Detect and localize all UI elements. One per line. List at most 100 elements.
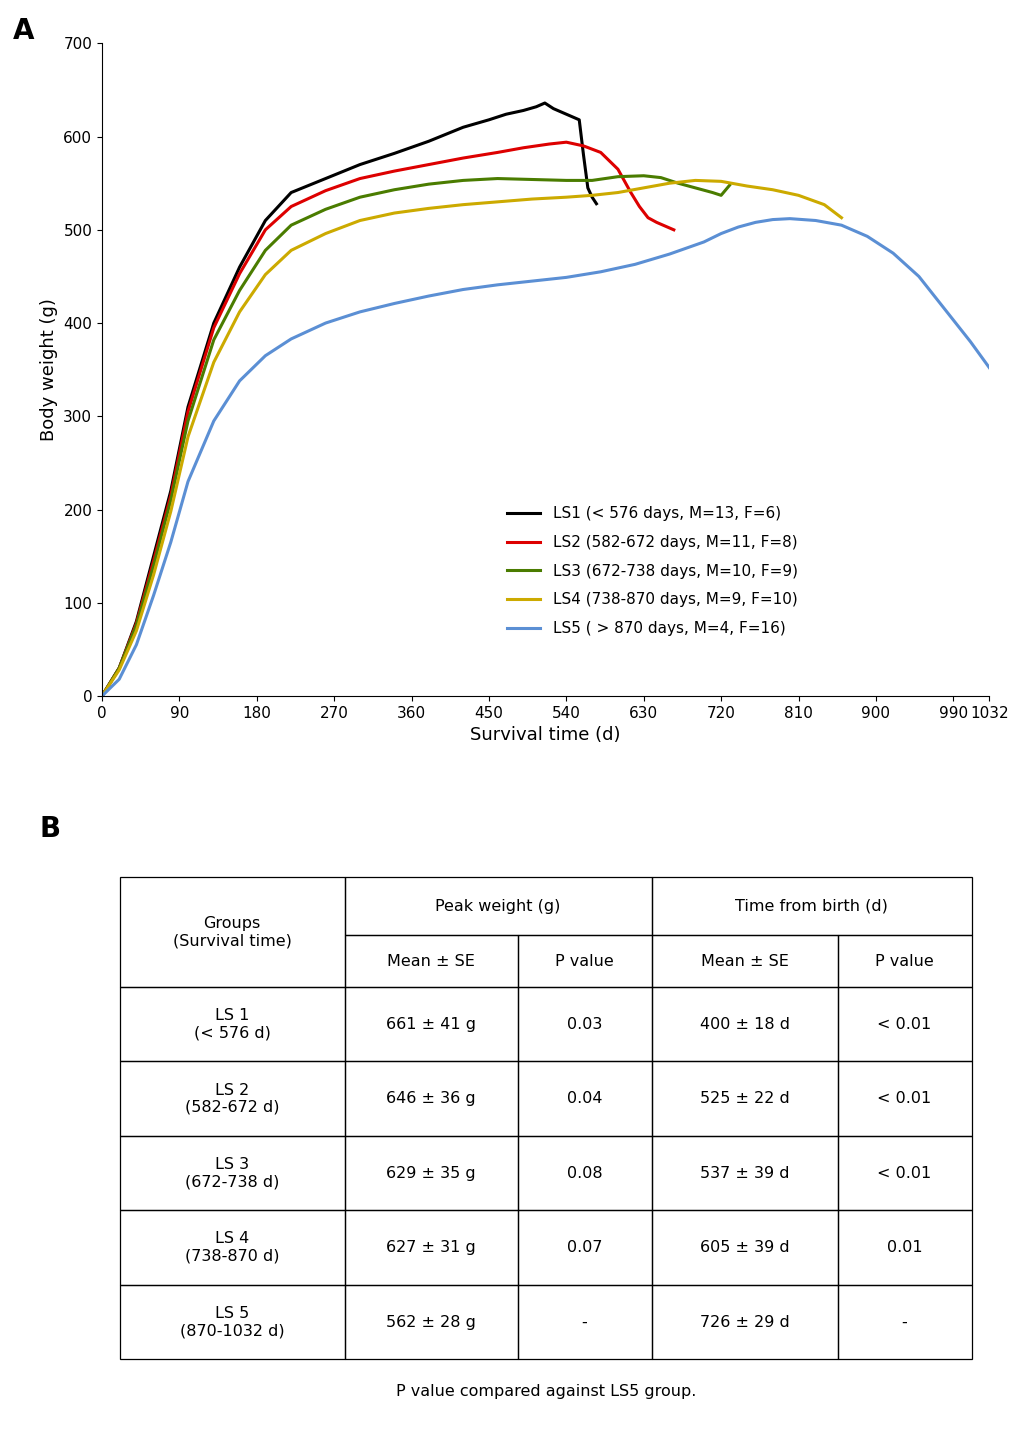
Text: LS 1
(< 576 d): LS 1 (< 576 d) [194,1009,270,1040]
LS4 (738-870 days, M=9, F=10) [740,178,752,195]
LS5 ( > 870 days, M=4, F=16) [148,587,160,604]
Text: 537 ± 39 d: 537 ± 39 d [699,1166,789,1181]
Bar [119,1062,344,1136]
Bar [344,1136,517,1211]
LS4 (738-870 days, M=9, F=10) [130,623,143,640]
LS1 (< 576 days, M=13, F=6) [233,259,246,276]
Bar [119,1285,344,1360]
LS5 ( > 870 days, M=4, F=16) [860,228,872,246]
LS1 (< 576 days, M=13, F=6) [581,179,593,197]
Bar [651,1211,837,1285]
Line: LS3 (672-738 days, M=10, F=9): LS3 (672-738 days, M=10, F=9) [102,176,729,696]
Text: 0.04: 0.04 [567,1091,602,1107]
LS3 (672-738 days, M=10, F=9) [422,175,434,192]
LS4 (738-870 days, M=9, F=10) [817,197,829,214]
LS3 (672-738 days, M=10, F=9) [388,181,400,198]
LS3 (672-738 days, M=10, F=9) [319,201,331,218]
LS1 (< 576 days, M=13, F=6) [517,101,529,118]
LS4 (738-870 days, M=9, F=10) [164,503,176,520]
LS2 (582-672 days, M=11, F=8) [577,137,589,155]
LS5 ( > 870 days, M=4, F=16) [130,636,143,653]
Legend: LS1 (< 576 days, M=13, F=6), LS2 (582-672 days, M=11, F=8), LS3 (672-738 days, M: LS1 (< 576 days, M=13, F=6), LS2 (582-67… [506,506,797,636]
Text: B: B [40,815,61,842]
Bar [344,877,651,935]
Text: Peak weight (g): Peak weight (g) [435,899,560,913]
Line: LS4 (738-870 days, M=9, F=10): LS4 (738-870 days, M=9, F=10) [102,181,841,696]
LS1 (< 576 days, M=13, F=6) [284,184,297,201]
LS2 (582-672 days, M=11, F=8) [113,659,125,676]
LS5 ( > 870 days, M=4, F=16) [887,244,899,262]
Bar [517,1062,651,1136]
Bar [119,1211,344,1285]
LS1 (< 576 days, M=13, F=6) [130,613,143,630]
LS5 ( > 870 days, M=4, F=16) [766,211,779,228]
LS4 (738-870 days, M=9, F=10) [388,204,400,221]
LS2 (582-672 days, M=11, F=8) [624,184,636,201]
LS1 (< 576 days, M=13, F=6) [208,315,220,332]
LS3 (672-738 days, M=10, F=9) [457,172,469,189]
LS3 (672-738 days, M=10, F=9) [586,172,598,189]
LS1 (< 576 days, M=13, F=6) [573,111,585,129]
Bar [651,987,837,1062]
LS2 (582-672 days, M=11, F=8) [388,162,400,179]
Text: Mean ± SE: Mean ± SE [700,954,788,968]
LS4 (738-870 days, M=9, F=10) [586,186,598,204]
Line: LS5 ( > 870 days, M=4, F=16): LS5 ( > 870 days, M=4, F=16) [102,218,988,696]
LS5 ( > 870 days, M=4, F=16) [714,225,727,243]
Bar [119,1136,344,1211]
LS5 ( > 870 days, M=4, F=16) [319,315,331,332]
Bar [119,987,344,1062]
LS4 (738-870 days, M=9, F=10) [259,266,271,283]
LS4 (738-870 days, M=9, F=10) [148,566,160,584]
Bar [651,935,837,987]
X-axis label: Survival time (d): Survival time (d) [470,727,621,744]
Text: Time from birth (d): Time from birth (d) [735,899,888,913]
Bar [651,1136,837,1211]
LS1 (< 576 days, M=13, F=6) [547,100,559,117]
Bar [837,935,971,987]
LS2 (582-672 days, M=11, F=8) [641,210,653,227]
LS2 (582-672 days, M=11, F=8) [667,221,680,238]
Text: P value compared against LS5 group.: P value compared against LS5 group. [395,1384,695,1399]
Bar [344,1211,517,1285]
LS4 (738-870 days, M=9, F=10) [284,241,297,259]
Text: LS 5
(870-1032 d): LS 5 (870-1032 d) [179,1306,284,1338]
Bar [837,1062,971,1136]
LS5 ( > 870 days, M=4, F=16) [937,301,950,318]
Bar [344,987,517,1062]
Text: 0.01: 0.01 [886,1240,921,1256]
LS4 (738-870 days, M=9, F=10) [637,179,649,197]
LS1 (< 576 days, M=13, F=6) [530,98,542,116]
Bar [651,1062,837,1136]
LS2 (582-672 days, M=11, F=8) [542,136,554,153]
Bar [517,1285,651,1360]
LS2 (582-672 days, M=11, F=8) [650,214,662,231]
Text: < 0.01: < 0.01 [876,1017,930,1032]
LS2 (582-672 days, M=11, F=8) [164,487,176,504]
LS2 (582-672 days, M=11, F=8) [457,149,469,166]
LS5 ( > 870 days, M=4, F=16) [388,295,400,312]
LS2 (582-672 days, M=11, F=8) [148,552,160,569]
LS5 ( > 870 days, M=4, F=16) [284,331,297,348]
LS1 (< 576 days, M=13, F=6) [113,659,125,676]
Text: 726 ± 29 d: 726 ± 29 d [699,1315,789,1329]
Text: -: - [901,1315,907,1329]
Text: LS 3
(672-738 d): LS 3 (672-738 d) [184,1157,279,1189]
LS5 ( > 870 days, M=4, F=16) [697,233,709,250]
LS1 (< 576 days, M=13, F=6) [499,105,512,123]
LS5 ( > 870 days, M=4, F=16) [982,360,995,377]
Text: 646 ± 36 g: 646 ± 36 g [386,1091,476,1107]
Bar [344,1285,517,1360]
LS2 (582-672 days, M=11, F=8) [491,143,503,160]
LS5 ( > 870 days, M=4, F=16) [594,263,606,280]
LS1 (< 576 days, M=13, F=6) [577,146,589,163]
Bar [517,987,651,1062]
LS5 ( > 870 days, M=4, F=16) [559,269,572,286]
Bar [837,1285,971,1360]
LS3 (672-738 days, M=10, F=9) [611,168,624,185]
LS2 (582-672 days, M=11, F=8) [633,198,645,215]
LS3 (672-738 days, M=10, F=9) [113,659,125,676]
LS1 (< 576 days, M=13, F=6) [96,688,108,705]
Text: P value: P value [874,954,933,968]
LS3 (672-738 days, M=10, F=9) [233,282,246,299]
